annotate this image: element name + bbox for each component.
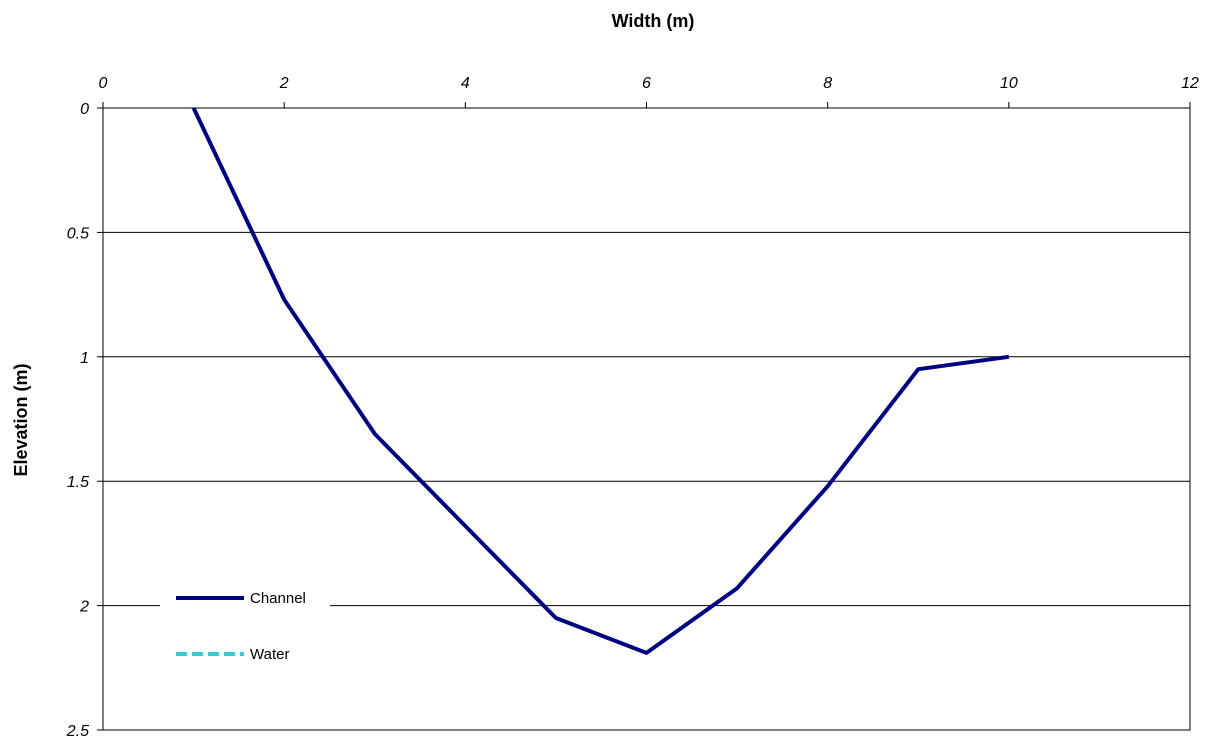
- legend-background: [160, 578, 330, 678]
- x-tick-label: 10: [1000, 75, 1018, 92]
- y-tick-label: 0: [80, 101, 89, 118]
- x-tick-label: 2: [279, 75, 289, 92]
- legend-water-label: Water: [250, 646, 289, 663]
- y-tick-label: 2.5: [66, 723, 89, 740]
- x-axis-title: Width (m): [612, 11, 695, 31]
- gridlines: [103, 231, 1190, 607]
- x-tick-label: 6: [642, 75, 651, 92]
- y-axis-ticks: 0 0.5 1 1.5 2 2.5: [66, 101, 103, 740]
- y-tick-label: 2: [79, 599, 89, 616]
- y-tick-label: 1: [80, 350, 89, 367]
- x-tick-label: 12: [1181, 75, 1199, 92]
- y-tick-label: 1.5: [67, 474, 89, 491]
- legend: Channel Water: [160, 578, 330, 678]
- y-axis-title: Elevation (m): [11, 363, 31, 476]
- x-tick-label: 8: [823, 75, 832, 92]
- x-tick-label: 4: [461, 75, 470, 92]
- legend-channel-label: Channel: [250, 590, 306, 607]
- x-axis-ticks: 0 2 4 6 8 10 12: [99, 75, 1199, 108]
- series-line-channel: [191, 107, 1010, 655]
- x-tick-label: 0: [99, 75, 108, 92]
- y-tick-label: 0.5: [67, 225, 89, 242]
- series-group: [191, 107, 1010, 655]
